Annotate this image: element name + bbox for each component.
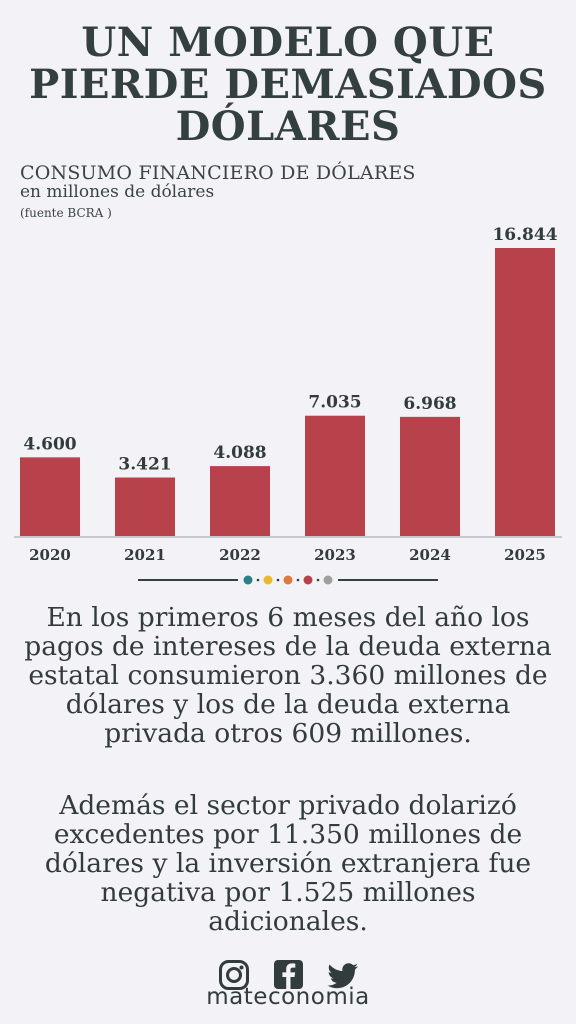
x-tick-2023: 2023 — [314, 546, 356, 564]
bar-2023 — [305, 415, 365, 536]
x-tick-2024: 2024 — [409, 546, 451, 564]
data-label-2020: 4.600 — [23, 434, 76, 454]
x-tick-2022: 2022 — [219, 546, 261, 564]
x-tick-2020: 2020 — [29, 546, 71, 564]
bar-2022 — [210, 466, 270, 536]
paragraph-2: Además el sector privado dolarizó excede… — [44, 790, 532, 937]
instagram-icon[interactable] — [219, 960, 249, 990]
bar-2025 — [495, 248, 555, 536]
data-label-2021: 3.421 — [118, 455, 171, 475]
x-tick-2025: 2025 — [504, 546, 546, 564]
page-title: UN MODELO QUE PIERDE DEMASIADOS DÓLARES — [0, 22, 576, 148]
data-label-2025: 16.844 — [492, 225, 557, 245]
chart-title: CONSUMO FINANCIERO DE DÓLARES — [20, 162, 416, 184]
title-line-1: UN MODELO QUE — [81, 19, 495, 66]
divider-dot-small — [276, 578, 280, 582]
divider-dots — [243, 575, 333, 585]
title-line-3: DÓLARES — [175, 103, 401, 150]
divider-dot-small — [316, 578, 320, 582]
social-icons — [219, 960, 358, 990]
bar-chart: 4.600 2020 3.421 2021 4.088 2022 7.035 2023 6.96… — [14, 225, 562, 564]
title-line-2: PIERDE DEMASIADOS — [29, 61, 547, 108]
divider-dot-small — [256, 578, 260, 582]
x-tick-2021: 2021 — [124, 546, 166, 564]
bar-2020 — [20, 457, 80, 536]
bar-2024 — [400, 416, 460, 536]
bar-2021 — [115, 477, 175, 536]
divider-dot — [303, 575, 313, 585]
data-label-2024: 6.968 — [403, 394, 456, 414]
divider-dot-small — [296, 578, 300, 582]
twitter-icon[interactable] — [327, 963, 358, 989]
facebook-icon[interactable] — [274, 960, 303, 989]
brand-name: mateconomia — [206, 984, 370, 1010]
divider-dot — [243, 575, 253, 585]
paragraph-1: En los primeros 6 meses del año los pago… — [24, 602, 552, 749]
divider-dot — [263, 575, 273, 585]
chart-subtitle: en millones de dólares — [20, 182, 215, 202]
data-label-2022: 4.088 — [213, 443, 266, 463]
divider — [138, 575, 438, 585]
chart-source: (fuente BCRA ) — [20, 206, 112, 220]
divider-dot — [323, 575, 333, 585]
divider-dot — [283, 575, 293, 585]
data-label-2023: 7.035 — [308, 393, 361, 413]
